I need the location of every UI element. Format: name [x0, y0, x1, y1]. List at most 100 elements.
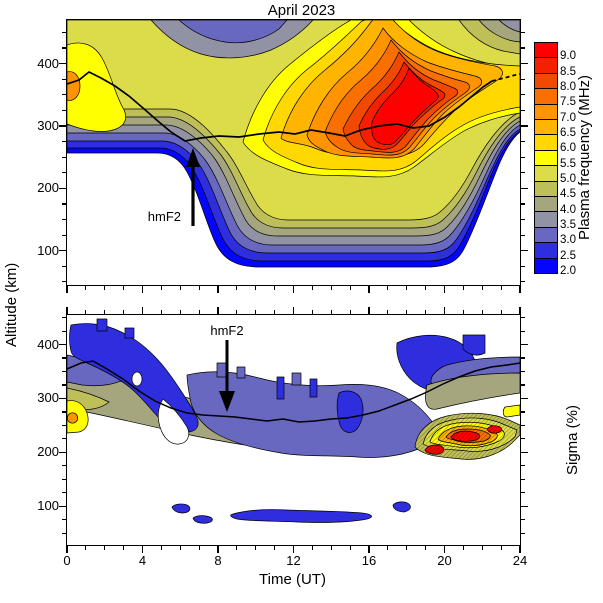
hmf2-line-top	[67, 70, 493, 142]
colorbar-cell	[535, 197, 557, 213]
tick	[387, 286, 389, 290]
tick	[521, 317, 526, 319]
tick	[521, 357, 526, 359]
colorbar-cell	[535, 181, 557, 198]
tick	[104, 286, 106, 290]
tick	[255, 546, 257, 550]
tick	[123, 286, 125, 290]
tick	[61, 411, 66, 413]
hmf2-label-bottom: hmF2	[210, 323, 243, 338]
colorbar-label: 4.5	[560, 188, 576, 201]
x-tick-label: 4	[138, 553, 147, 568]
x-tick-label: 12	[286, 553, 301, 568]
colorbar-label: 7.5	[560, 96, 576, 109]
tick	[123, 310, 125, 314]
tick	[521, 63, 529, 65]
colorbar-label: 2.5	[560, 249, 576, 262]
colorbar-cell	[535, 258, 557, 274]
tick	[66, 286, 68, 293]
tick	[58, 63, 66, 65]
tick	[85, 546, 87, 550]
tick	[292, 286, 295, 293]
hmf2-annotation-bottom: hmF2	[210, 323, 244, 412]
tick	[179, 286, 181, 290]
tick	[521, 78, 526, 80]
contour-svg-top: hmF2	[67, 20, 520, 268]
colorbar-label: 6.0	[560, 142, 576, 155]
tick	[61, 281, 66, 283]
tick	[443, 286, 446, 293]
tick	[61, 218, 66, 221]
tick	[104, 310, 106, 314]
tick	[217, 286, 219, 293]
tick	[443, 546, 446, 553]
tick	[521, 478, 526, 480]
tick	[387, 310, 389, 314]
tick	[368, 307, 370, 314]
tick	[66, 546, 68, 553]
tick	[519, 307, 521, 314]
y-tick-label: 100	[37, 242, 59, 258]
x-tick-label: 16	[361, 553, 377, 568]
tick	[330, 310, 332, 314]
tick	[425, 546, 427, 550]
tick	[292, 546, 295, 553]
tick	[58, 451, 66, 453]
tick	[61, 384, 66, 386]
hmf2-up-arrow-head	[186, 148, 200, 167]
tick	[311, 546, 313, 550]
tick	[61, 203, 66, 205]
plot-title: April 2023	[267, 2, 336, 19]
tick	[198, 310, 200, 314]
colorbar-label: 3.0	[560, 234, 576, 247]
colorbar-cell	[535, 212, 557, 228]
tick	[141, 307, 144, 314]
tick	[521, 281, 526, 283]
tick	[160, 310, 162, 314]
tick	[521, 397, 529, 400]
x-tick-label: 0	[63, 553, 71, 568]
colorbar-cell	[535, 227, 557, 244]
tick	[123, 546, 125, 550]
tick	[61, 438, 66, 440]
tick	[61, 465, 66, 467]
tick	[406, 546, 408, 550]
tick	[61, 265, 66, 267]
tick	[61, 234, 66, 236]
tick	[521, 492, 526, 494]
tick	[521, 156, 526, 158]
tick	[521, 519, 526, 521]
tick	[521, 370, 526, 373]
hmf2-line-bottom	[67, 360, 520, 423]
tick	[274, 310, 276, 314]
tick	[481, 286, 483, 290]
tick	[521, 265, 526, 267]
tick	[521, 47, 526, 49]
x-axis-label-time: Time (UT)	[259, 571, 326, 588]
tick	[330, 286, 332, 290]
tick	[292, 307, 295, 314]
tick	[521, 218, 526, 221]
tick	[462, 546, 464, 550]
colorbar-label: 6.5	[560, 127, 576, 139]
colorbar-label: 8.0	[560, 81, 576, 93]
colorbar	[534, 42, 558, 274]
sigma-hatch-overlay	[415, 413, 520, 460]
colorbar-label: 3.5	[560, 219, 576, 231]
y-tick-label: 300	[37, 390, 59, 406]
tick	[61, 492, 66, 494]
hmf2-down-arrow-head	[219, 391, 235, 412]
tick	[311, 286, 313, 290]
tick	[330, 546, 332, 550]
y-tick-label: 400	[37, 336, 59, 352]
colorbar-label: 7.0	[560, 111, 576, 124]
tick	[85, 286, 87, 290]
colorbar-cell	[535, 150, 557, 167]
tick	[61, 47, 66, 49]
colorbar-cell	[535, 58, 557, 74]
hmf2-label-top: hmF2	[148, 209, 181, 224]
tick	[179, 310, 181, 314]
tick	[368, 286, 370, 293]
tick	[521, 94, 526, 96]
tick	[443, 307, 446, 314]
